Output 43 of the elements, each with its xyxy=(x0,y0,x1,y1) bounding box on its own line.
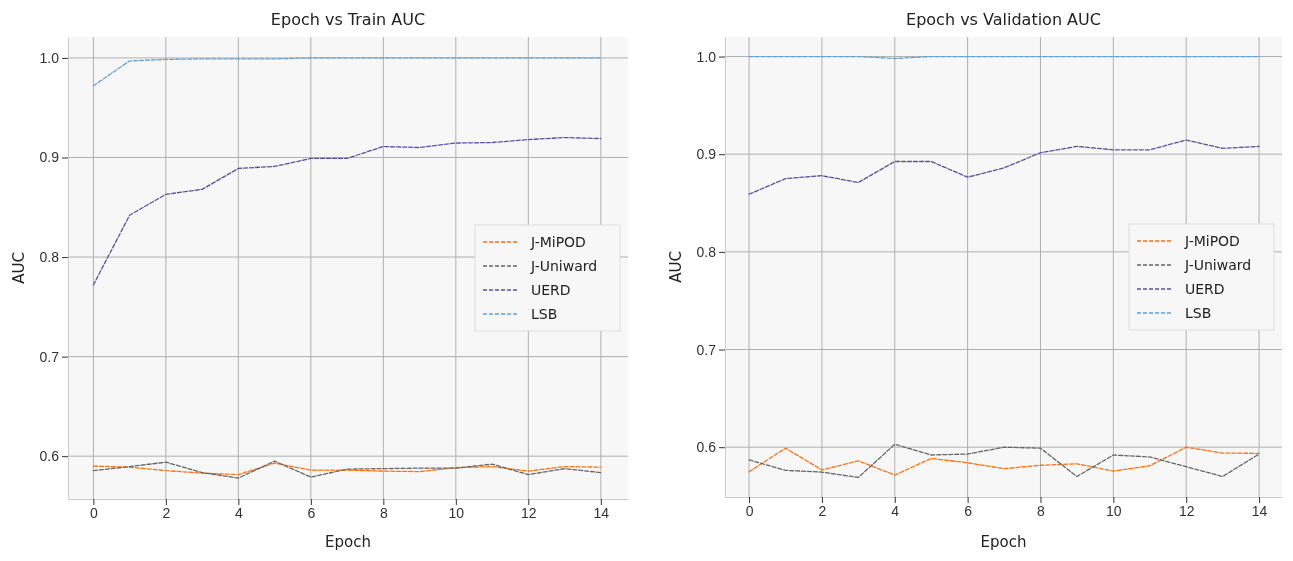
x-tick-label: 4 xyxy=(234,504,243,521)
x-tick-label: 2 xyxy=(818,502,827,519)
legend-label: UERD xyxy=(1185,281,1225,297)
x-tick-label: 14 xyxy=(1251,502,1268,519)
legend-label: J-MiPOD xyxy=(530,234,586,250)
y-axis-title: AUC xyxy=(667,251,685,283)
x-axis-title: Epoch xyxy=(325,533,371,551)
chart-title: Epoch vs Validation AUC xyxy=(906,10,1101,29)
line-series xyxy=(92,57,602,87)
x-tick-label: 0 xyxy=(89,504,98,521)
x-tick-label: 6 xyxy=(307,504,316,521)
y-tick-label: 0.9 xyxy=(696,146,717,163)
x-tick-label: 10 xyxy=(448,504,465,521)
y-tick-label: 0.8 xyxy=(39,249,60,266)
x-axis-title: Epoch xyxy=(980,533,1027,551)
y-tick-label: 1.0 xyxy=(39,49,60,66)
x-tick-label: 10 xyxy=(1106,502,1122,519)
y-tick-label: 1.0 xyxy=(696,48,717,65)
line-series xyxy=(92,136,602,286)
x-tick-label: 6 xyxy=(964,502,973,519)
x-tick-label: 2 xyxy=(162,504,171,521)
line-series xyxy=(748,139,1260,195)
y-tick-label: 0.6 xyxy=(39,448,60,465)
x-tick-label: 14 xyxy=(593,504,610,521)
chart-title: Epoch vs Train AUC xyxy=(270,10,426,29)
x-tick-label: 0 xyxy=(745,502,754,519)
legend-label: UERD xyxy=(531,282,571,298)
x-tick-label: 12 xyxy=(521,504,537,521)
x-tick-label: 8 xyxy=(1037,502,1046,519)
legend-label: J-Uniward xyxy=(1184,257,1252,273)
legend-label: LSB xyxy=(531,306,558,322)
y-axis-title: AUC xyxy=(10,252,28,284)
y-tick-label: 0.7 xyxy=(696,341,717,358)
y-tick-label: 0.8 xyxy=(696,243,717,260)
legend-label: LSB xyxy=(1185,305,1212,321)
x-tick-label: 8 xyxy=(379,504,388,521)
legend-label: J-MiPOD xyxy=(1184,233,1240,249)
x-tick-label: 4 xyxy=(891,502,900,519)
y-tick-label: 0.7 xyxy=(39,348,60,365)
legend-label: J-Uniward xyxy=(530,258,598,274)
x-tick-label: 12 xyxy=(1178,502,1195,519)
y-tick-label: 0.6 xyxy=(696,439,717,456)
y-tick-label: 0.9 xyxy=(39,149,60,166)
